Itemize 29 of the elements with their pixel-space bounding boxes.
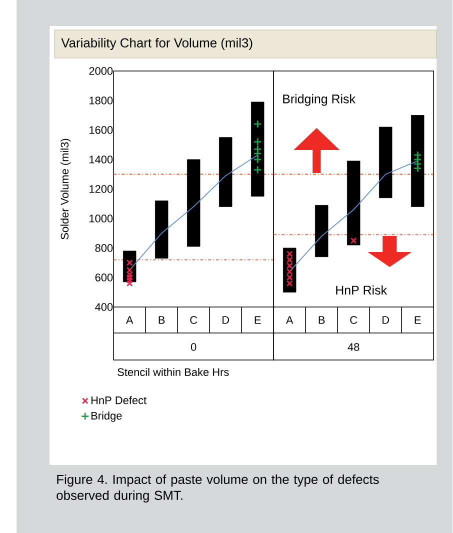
y-tick-label: 1600 [90,126,113,134]
x-tick-label: A [126,316,134,324]
y-tick-label: 600 [96,274,113,282]
y-tick-label: 1000 [90,214,113,222]
chart-title: Variability Chart for Volume (mil3) [61,38,252,50]
y-tick-label: 1800 [90,96,113,104]
caption: Figure 4. Impact of paste volume on the type of defects observed during SMT. [56,474,380,503]
text: Stencil within Bake Hrs [118,368,229,376]
annotation: HnP Risk [336,285,388,295]
x-tick-label: D [382,316,390,324]
x-tick-label: C [350,316,358,324]
x-axis-title: 48 [348,343,360,351]
legend-label: HnP Defect [92,396,147,404]
legend-label: Bridge [92,412,122,422]
x-tick-label: B [159,316,165,324]
x-axis-title: 0 [191,343,196,351]
y-axis-title: Solder Volume (mil3) [60,138,71,240]
x-tick-label: B [319,316,325,324]
x-tick-label: E [255,316,261,324]
x-tick-label: E [415,316,421,324]
y-tick-label: 1200 [90,185,113,193]
y-tick-label: 1400 [90,156,113,164]
y-tick-label: 800 [95,244,113,252]
y-tick-label: 2000 [89,67,113,75]
x-tick-label: D [222,316,230,324]
y-tick-label: 400 [95,303,113,311]
x-tick-label: C [190,316,198,324]
annotation: Bridging Risk [283,94,356,106]
x-tick-label: A [286,316,294,324]
